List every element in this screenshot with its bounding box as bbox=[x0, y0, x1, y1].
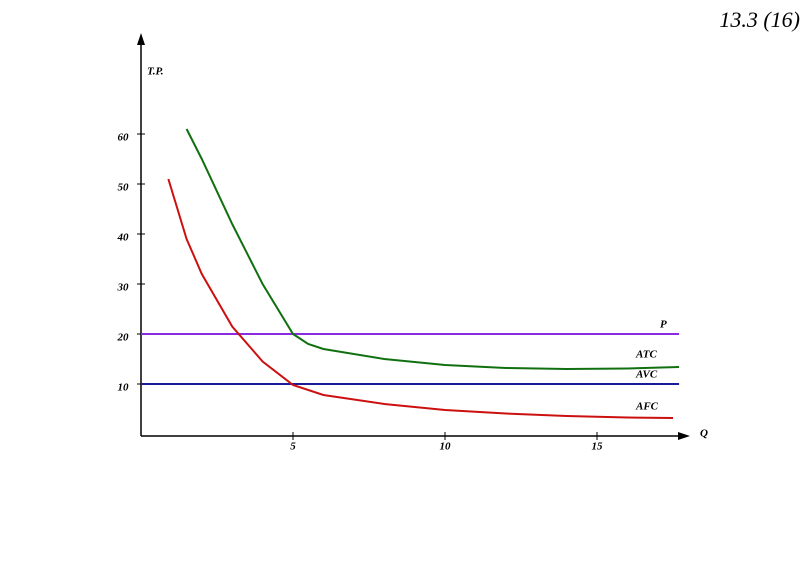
x-tick-label: 5 bbox=[290, 441, 296, 453]
series-label: AVC bbox=[635, 369, 658, 381]
series-label: P bbox=[660, 319, 667, 331]
y-tick-label: 50 bbox=[118, 182, 130, 194]
y-axis-arrow bbox=[137, 33, 145, 45]
x-axis-label: Q bbox=[700, 428, 708, 440]
series-line bbox=[185, 128, 680, 371]
y-axis-label: T.P. bbox=[147, 66, 164, 78]
corner-label: 13.3 (16) bbox=[719, 7, 800, 32]
y-tick-label: 40 bbox=[117, 232, 130, 244]
y-tick-label: 30 bbox=[117, 282, 130, 294]
series-line bbox=[167, 178, 674, 419]
y-tick-label: 60 bbox=[118, 132, 130, 144]
y-tick-label: 20 bbox=[117, 332, 130, 344]
series-label: ATC bbox=[635, 349, 657, 361]
series-label: AFC bbox=[635, 401, 659, 413]
y-tick-label: 10 bbox=[118, 382, 130, 394]
x-tick-label: 10 bbox=[440, 441, 452, 453]
x-tick-label: 15 bbox=[592, 441, 604, 453]
x-axis-arrow bbox=[678, 432, 690, 440]
